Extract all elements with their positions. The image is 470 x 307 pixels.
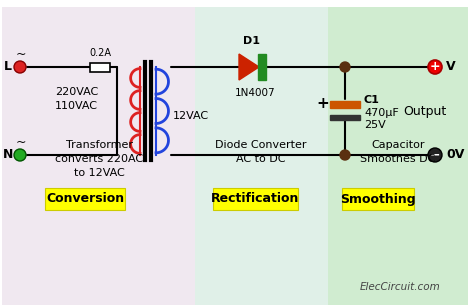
Text: C1: C1 [364, 95, 380, 105]
Text: 470μF: 470μF [364, 108, 399, 118]
Text: ~: ~ [16, 135, 26, 149]
Text: ElecCircuit.com: ElecCircuit.com [360, 282, 440, 292]
Text: 12VAC: 12VAC [172, 111, 209, 121]
Bar [328, 7, 468, 305]
Circle shape [428, 148, 442, 162]
Bar [330, 115, 360, 119]
Text: N: N [3, 149, 13, 161]
Text: 25V: 25V [364, 120, 386, 130]
Bar [212, 188, 298, 210]
Bar [342, 188, 414, 210]
Circle shape [340, 150, 350, 160]
Text: 1N4007: 1N4007 [235, 88, 275, 98]
Bar [2, 7, 195, 305]
Text: D1: D1 [243, 36, 259, 46]
Text: V: V [446, 60, 455, 73]
Circle shape [340, 62, 350, 72]
Polygon shape [239, 54, 259, 80]
Text: 0.2A: 0.2A [89, 49, 111, 59]
Text: 0V: 0V [446, 149, 464, 161]
Circle shape [428, 60, 442, 74]
Bar [90, 63, 110, 72]
Bar [195, 7, 328, 305]
Text: 220VAC
110VAC: 220VAC 110VAC [55, 87, 98, 111]
Bar [330, 100, 360, 107]
Text: ~: ~ [16, 48, 26, 60]
Text: L: L [4, 60, 12, 73]
Text: −: − [430, 149, 440, 161]
Text: +: + [317, 96, 329, 111]
Text: Rectification: Rectification [211, 192, 299, 205]
Bar [45, 188, 125, 210]
Bar [258, 54, 266, 80]
Text: +: + [430, 60, 440, 73]
Circle shape [14, 149, 26, 161]
Text: Capacitor
Smoothes DC: Capacitor Smoothes DC [360, 140, 436, 164]
Text: Smoothing: Smoothing [340, 192, 416, 205]
Circle shape [14, 61, 26, 73]
Text: Output: Output [403, 104, 446, 118]
Text: Transformer
converts 220AC
to 12VAC: Transformer converts 220AC to 12VAC [55, 140, 143, 178]
Text: Diode Converter
AC to DC: Diode Converter AC to DC [215, 140, 307, 164]
Text: Conversion: Conversion [46, 192, 124, 205]
